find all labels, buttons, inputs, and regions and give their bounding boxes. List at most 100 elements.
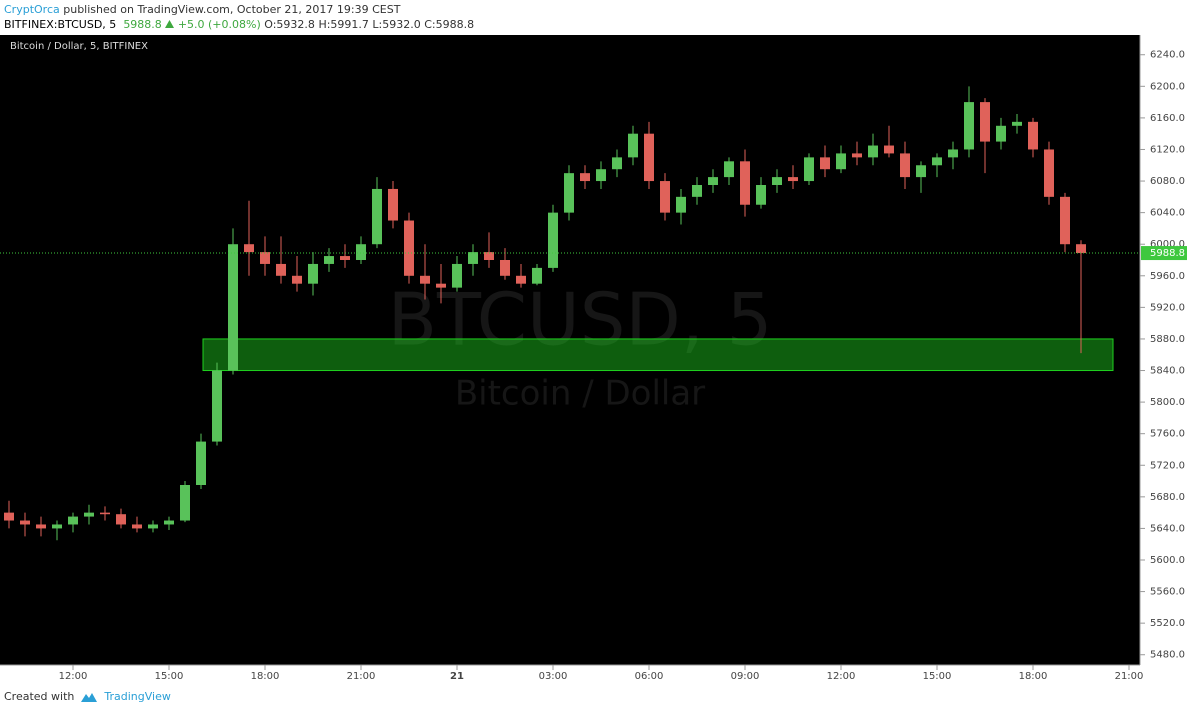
y-tick-label: 6000.0 [1150, 239, 1185, 250]
candle-body [292, 275, 302, 284]
candle-body [852, 153, 862, 158]
candle-body [724, 161, 734, 178]
candle-body [1060, 196, 1070, 245]
candle-body [340, 256, 350, 260]
candle-body [196, 441, 206, 485]
candle-body [516, 275, 526, 284]
last-price-box [1141, 246, 1187, 261]
published: published on TradingView.com, October 21… [63, 3, 401, 16]
candle-body [84, 512, 94, 517]
candle-body [644, 133, 654, 182]
x-tick-label: 21 [450, 671, 464, 682]
last-price-label: 5988.8 [1150, 248, 1185, 259]
candle-body [580, 173, 590, 182]
x-tick-label: 21:00 [1115, 671, 1144, 682]
y-tick-label: 5800.0 [1150, 397, 1185, 408]
y-tick-label: 6120.0 [1150, 144, 1185, 155]
candle-body [612, 157, 622, 170]
candle-body [884, 145, 894, 154]
y-tick-label: 5600.0 [1150, 555, 1185, 566]
candle-body [548, 212, 558, 268]
candle-body [708, 177, 718, 185]
candle-body [804, 157, 814, 182]
y-tick-label: 5920.0 [1150, 302, 1185, 313]
candle-body [740, 161, 750, 205]
candle-body [20, 520, 30, 525]
logo [81, 692, 98, 702]
x-tick-label: 12:00 [827, 671, 856, 682]
candle-body [484, 252, 494, 260]
x-tick-label: 15:00 [923, 671, 952, 682]
y-tick-label: 5960.0 [1150, 271, 1185, 282]
support-zone [202, 338, 1114, 372]
created-with: Created with [4, 690, 75, 703]
candle-body [1044, 149, 1054, 197]
symbol-line: BITFINEX:BTCUSD, 5 5988.8 +5.0 (+0.08%) … [4, 18, 474, 31]
candle-body [1028, 121, 1038, 150]
candle-body [4, 512, 14, 521]
candle-body [532, 267, 542, 284]
close-label: C:5988.8 [424, 18, 475, 31]
chart-label: Bitcoin / Dollar, 5, BITFINEX [10, 41, 148, 52]
candle-body [100, 512, 110, 515]
candle-body [932, 157, 942, 166]
candle-body [836, 153, 846, 170]
x-tick-label: 21:00 [347, 671, 376, 682]
y-tick-label: 5760.0 [1150, 429, 1185, 440]
high-label: H:5991.7 [318, 18, 369, 31]
candle-body [324, 256, 334, 264]
chart: BTCUSD, 5 Bitcoin / Dollar Bitcoin / Dol… [0, 35, 1200, 686]
y-tick-label: 5840.0 [1150, 366, 1185, 377]
up-arrow [165, 20, 175, 28]
candle-body [996, 125, 1006, 142]
candle-body [500, 260, 510, 276]
y-tick-label: 5520.0 [1150, 618, 1185, 629]
candle-body [260, 252, 270, 264]
candle-body [948, 149, 958, 158]
y-tick-label: 6080.0 [1150, 176, 1185, 187]
x-tick-label: 09:00 [731, 671, 760, 682]
y-tick-label: 6160.0 [1150, 113, 1185, 124]
price: 5988.8 [123, 18, 162, 31]
x-tick-label: 15:00 [155, 671, 184, 682]
candle-body [628, 133, 638, 158]
candle-body [1076, 244, 1086, 254]
y-tick-label: 5480.0 [1150, 650, 1185, 661]
publish-line: CryptOrca published on TradingView.com, … [4, 3, 400, 16]
candle-body [228, 244, 238, 371]
open-label: O:5932.8 [264, 18, 315, 31]
candle-body [436, 283, 446, 288]
candle-body [564, 173, 574, 213]
watermark-sub: Bitcoin / Dollar [455, 374, 705, 414]
candle-body [356, 244, 366, 260]
candle-body [900, 153, 910, 178]
candle-body [820, 157, 830, 170]
candle-body [452, 263, 462, 288]
candle-body [372, 188, 382, 245]
low-label: L:5932.0 [372, 18, 421, 31]
y-tick-label: 5680.0 [1150, 492, 1185, 503]
x-tick-label: 18:00 [251, 671, 280, 682]
plot-background [0, 35, 1140, 665]
y-tick-label: 5720.0 [1150, 460, 1185, 471]
candle-body [244, 244, 254, 253]
y-tick-label: 6200.0 [1150, 81, 1185, 92]
change: +5.0 (+0.08%) [177, 18, 261, 31]
candle-body [660, 181, 670, 213]
candle-body [164, 520, 174, 525]
brand[interactable]: TradingView [104, 690, 171, 703]
x-tick-label: 12:00 [59, 671, 88, 682]
candle-body [116, 514, 126, 525]
candle-body [388, 188, 398, 221]
x-tick-label: 06:00 [635, 671, 664, 682]
x-tick-label: 03:00 [539, 671, 568, 682]
price-axis [1140, 35, 1200, 686]
y-tick-label: 5640.0 [1150, 523, 1185, 534]
candle-body [676, 196, 686, 213]
candle-body [868, 145, 878, 158]
author[interactable]: CryptOrca [4, 3, 60, 16]
y-tick-label: 6040.0 [1150, 208, 1185, 219]
candle-body [132, 524, 142, 529]
candle-body [212, 370, 222, 442]
